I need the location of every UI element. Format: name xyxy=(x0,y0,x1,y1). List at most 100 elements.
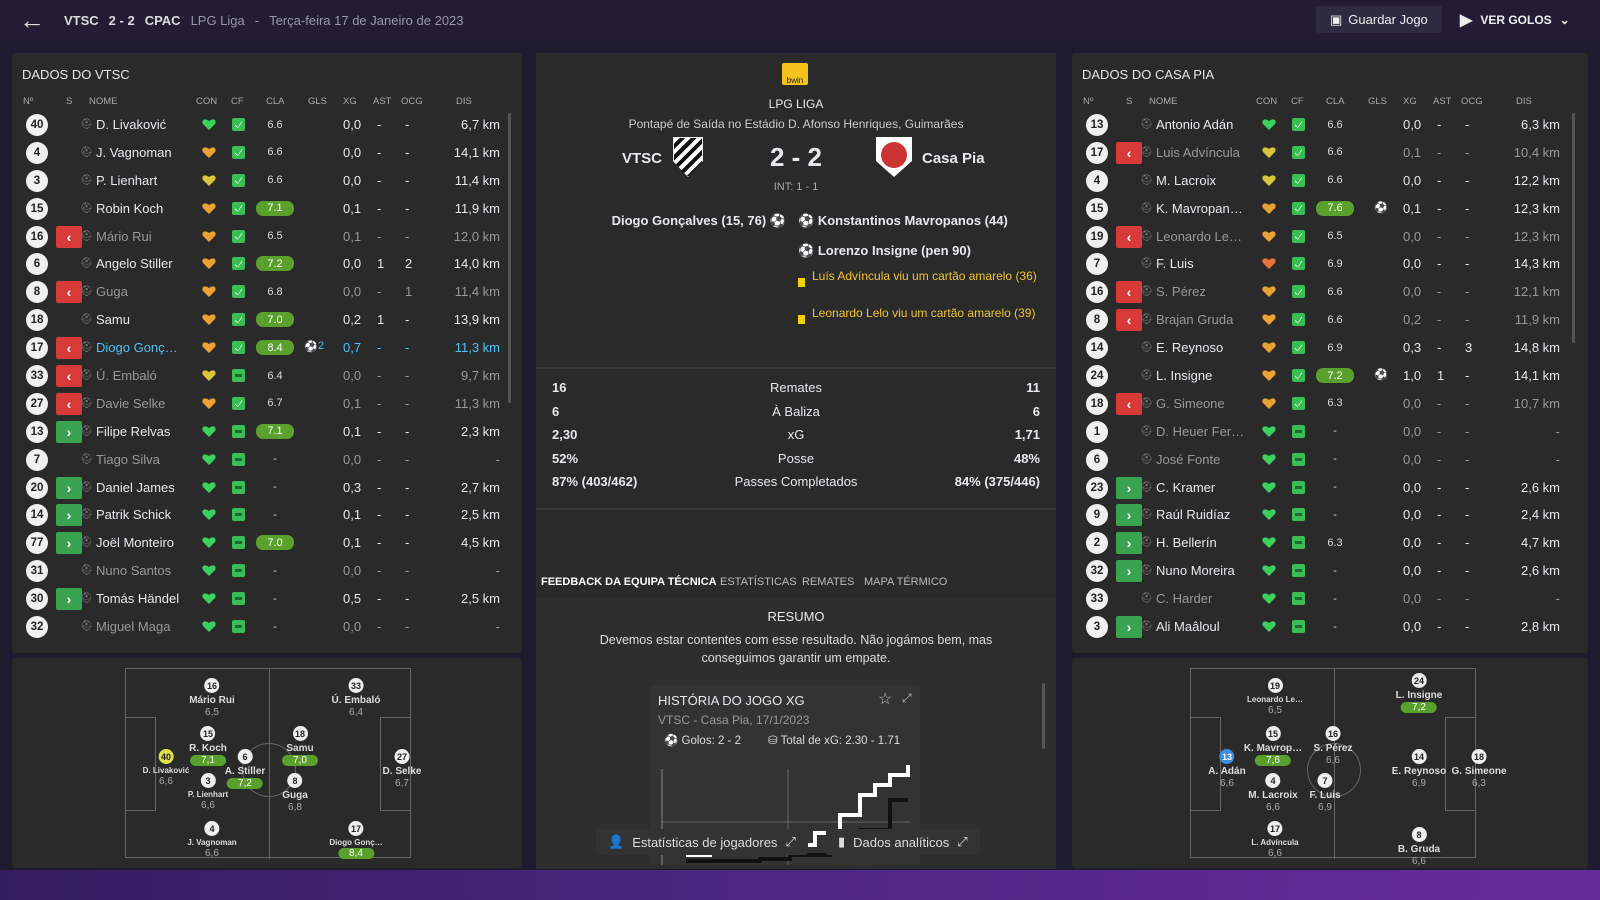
column-header[interactable]: GLS xyxy=(308,96,328,107)
player-row[interactable]: 13 › ⛑ Filipe Relvas 7.1 0,1- -2,3 km xyxy=(12,418,522,446)
pitch-player[interactable]: 3 P. Lienhart 6,6 xyxy=(188,773,228,811)
pitch-player[interactable]: 15 K. Mavrop… 7,6 xyxy=(1244,726,1302,766)
pitch-player[interactable]: 6 A. Stiller 7,2 xyxy=(225,749,265,789)
player-row[interactable]: 2 › ⛑ H. Bellerín 6.3 0,0- -4,7 km xyxy=(1072,529,1588,557)
column-header[interactable]: NOME xyxy=(1149,96,1178,107)
player-row[interactable]: 16 ‹ ⛑ S. Pérez 6.6 0,0- -12,1 km xyxy=(1072,278,1588,306)
column-header[interactable]: CF xyxy=(231,96,244,107)
player-row[interactable]: 31 ⛑ Nuno Santos -0,0- - - xyxy=(12,557,522,585)
expand-icon[interactable]: ⤢ xyxy=(902,691,912,705)
player-row[interactable]: 4 ⛑ M. Lacroix 6.6 0,0- -12,2 km xyxy=(1072,167,1588,195)
tab-heatmap[interactable]: MAPA TÉRMICO xyxy=(864,576,948,588)
pitch-player[interactable]: 33 Ú. Embaló 6,4 xyxy=(332,678,380,718)
pitch-player[interactable]: 4 M. Lacroix 6,6 xyxy=(1248,773,1298,813)
player-name[interactable]: Ali Maâloul xyxy=(1156,619,1220,635)
player-row[interactable]: 20 › ⛑ Daniel James -0,3- -2,7 km xyxy=(12,474,522,502)
player-name[interactable]: L. Insigne xyxy=(1156,368,1213,384)
player-row[interactable]: 7 ⛑ Tiago Silva -0,0- - - xyxy=(12,446,522,474)
column-header[interactable]: NOME xyxy=(89,96,118,107)
column-header[interactable]: AST xyxy=(373,96,392,107)
player-row[interactable]: 17 ‹ ⛑ Diogo Gonç… 8.4 ⚽ 2 0,7- -11,3 km xyxy=(12,334,522,362)
save-game-button[interactable]: ▣ Guardar Jogo xyxy=(1316,6,1442,33)
player-name[interactable]: Davie Selke xyxy=(96,395,166,411)
player-name[interactable]: Leonardo Le… xyxy=(1156,228,1243,244)
player-name[interactable]: C. Harder xyxy=(1156,591,1213,607)
home-scrollbar[interactable] xyxy=(508,113,511,403)
pitch-player[interactable]: 7 F. Luis 6,9 xyxy=(1309,773,1341,813)
player-name[interactable]: Joël Monteiro xyxy=(96,535,175,551)
pitch-player[interactable]: 27 D. Selke 6,7 xyxy=(383,749,421,789)
player-row[interactable]: 1 ⛑ D. Heuer Fer… -0,0- - - xyxy=(1072,418,1588,446)
pitch-player[interactable]: 18 Samu 7,0 xyxy=(282,726,318,766)
column-header[interactable]: S xyxy=(1126,96,1133,107)
player-name[interactable]: Tiago Silva xyxy=(96,451,160,467)
player-row[interactable]: 15 ⛑ Robin Koch 7.1 0,1- -11,9 km xyxy=(12,195,522,223)
player-name[interactable]: C. Kramer xyxy=(1156,479,1216,495)
player-row[interactable]: 33 ⛑ C. Harder -0,0- - - xyxy=(1072,585,1588,613)
column-header[interactable]: XG xyxy=(1403,96,1417,107)
player-name[interactable]: Robin Koch xyxy=(96,200,164,216)
player-name[interactable]: José Fonte xyxy=(1156,451,1221,467)
player-name[interactable]: K. Mavropan… xyxy=(1156,200,1243,216)
column-header[interactable]: CLA xyxy=(1326,96,1345,107)
player-row[interactable]: 32 › ⛑ Nuno Moreira -0,0- -2,6 km xyxy=(1072,557,1588,585)
player-row[interactable]: 4 ⛑ J. Vagnoman 6.6 0,0- -14,1 km xyxy=(12,139,522,167)
player-row[interactable]: 8 ‹ ⛑ Brajan Gruda 6.6 0,2- -11,9 km xyxy=(1072,306,1588,334)
player-row[interactable]: 7 ⛑ F. Luis 6.9 0,0- -14,3 km xyxy=(1072,250,1588,278)
pitch-player[interactable]: 16 S. Pérez 6,6 xyxy=(1314,726,1352,766)
player-row[interactable]: 3 › ⛑ Ali Maâloul -0,0- -2,8 km xyxy=(1072,613,1588,641)
player-name[interactable]: Antonio Adán xyxy=(1156,117,1234,132)
column-header[interactable]: DIS xyxy=(456,96,472,107)
pitch-player[interactable]: 19 Leonardo Le… 6,5 xyxy=(1247,678,1303,716)
player-name[interactable]: Brajan Gruda xyxy=(1156,312,1234,328)
player-name[interactable]: D. Livaković xyxy=(96,117,167,132)
pitch-player[interactable]: 14 E. Reynoso 6,9 xyxy=(1392,749,1446,789)
player-row[interactable]: 30 › ⛑ Tomás Händel -0,5- -2,5 km xyxy=(12,585,522,613)
pitch-player[interactable]: 17 L. Advíncula 6,6 xyxy=(1251,821,1299,859)
player-row[interactable]: 33 ‹ ⛑ Ú. Embaló 6.4 0,0- -9,7 km xyxy=(12,362,522,390)
player-row[interactable]: 8 ‹ ⛑ Guga 6.8 0,0- 1 11,4 km xyxy=(12,278,522,306)
pitch-player[interactable]: 4 J. Vagnoman 6,6 xyxy=(187,821,237,859)
player-row[interactable]: 18 ⛑ Samu 7.0 0,2 1 - 13,9 km xyxy=(12,306,522,334)
player-name[interactable]: Filipe Relvas xyxy=(96,423,171,439)
pitch-player[interactable]: 8 B. Gruda 6,6 xyxy=(1398,827,1440,867)
column-header[interactable]: S xyxy=(66,96,73,107)
player-name[interactable]: F. Luis xyxy=(1156,256,1194,272)
player-row[interactable]: 16 ‹ ⛑ Mário Rui 6.5 0,1- -12,0 km xyxy=(12,223,522,251)
player-name[interactable]: Mário Rui xyxy=(96,228,152,244)
column-header[interactable]: AST xyxy=(1433,96,1452,107)
view-goals-button[interactable]: ▶ VER GOLOS ⌄ xyxy=(1460,6,1570,33)
player-row[interactable]: 19 ‹ ⛑ Leonardo Le… 6.5 0,0- -12,3 km xyxy=(1072,223,1588,251)
back-arrow-icon[interactable]: ← xyxy=(19,4,45,35)
player-row[interactable]: 23 › ⛑ C. Kramer -0,0- -2,6 km xyxy=(1072,474,1588,502)
player-row[interactable]: 18 ‹ ⛑ G. Simeone 6.3 0,0- -10,7 km xyxy=(1072,390,1588,418)
player-name[interactable]: Diogo Gonç… xyxy=(96,340,178,356)
column-header[interactable]: Nº xyxy=(23,96,34,107)
player-name[interactable]: M. Lacroix xyxy=(1156,172,1216,188)
player-name[interactable]: G. Simeone xyxy=(1156,395,1225,411)
player-name[interactable]: Miguel Maga xyxy=(96,619,171,635)
player-row[interactable]: 6 ⛑ José Fonte -0,0- - - xyxy=(1072,446,1588,474)
player-name[interactable]: P. Lienhart xyxy=(96,172,158,188)
column-header[interactable]: OCG xyxy=(401,96,423,107)
tab-shots[interactable]: REMATES xyxy=(802,576,855,588)
player-name[interactable]: D. Heuer Fer… xyxy=(1156,423,1245,439)
player-name[interactable]: Raúl Ruidíaz xyxy=(1156,507,1231,523)
player-name[interactable]: E. Reynoso xyxy=(1156,340,1224,356)
column-header[interactable]: XG xyxy=(343,96,357,107)
column-header[interactable]: CON xyxy=(196,96,218,107)
pitch-player[interactable]: 13 A. Adán 6,6 xyxy=(1208,749,1246,789)
column-header[interactable]: CON xyxy=(1256,96,1278,107)
center-scrollbar[interactable] xyxy=(1042,683,1045,749)
player-name[interactable]: Luis Advíncula xyxy=(1156,144,1240,160)
player-name[interactable]: H. Bellerín xyxy=(1156,535,1217,551)
player-row[interactable]: 32 ⛑ Miguel Maga -0,0- - - xyxy=(12,613,522,641)
player-row[interactable]: 14 › ⛑ Patrik Schick -0,1- -2,5 km xyxy=(12,501,522,529)
pitch-player[interactable]: 18 G. Simeone 6,3 xyxy=(1451,749,1507,789)
player-row[interactable]: 24 ⛑ L. Insigne 7.2 ⚽ 1,0 1 - 14,1 km xyxy=(1072,362,1588,390)
player-row[interactable]: 17 ‹ ⛑ Luis Advíncula 6.6 0,1- -10,4 km xyxy=(1072,139,1588,167)
player-name[interactable]: Nuno Santos xyxy=(96,563,172,579)
player-name[interactable]: Ú. Embaló xyxy=(96,368,157,384)
pitch-player[interactable]: 17 Diogo Gonç… 8,4 xyxy=(329,821,383,859)
pitch-player[interactable]: 40 D. Livaković 6,6 xyxy=(143,749,189,787)
